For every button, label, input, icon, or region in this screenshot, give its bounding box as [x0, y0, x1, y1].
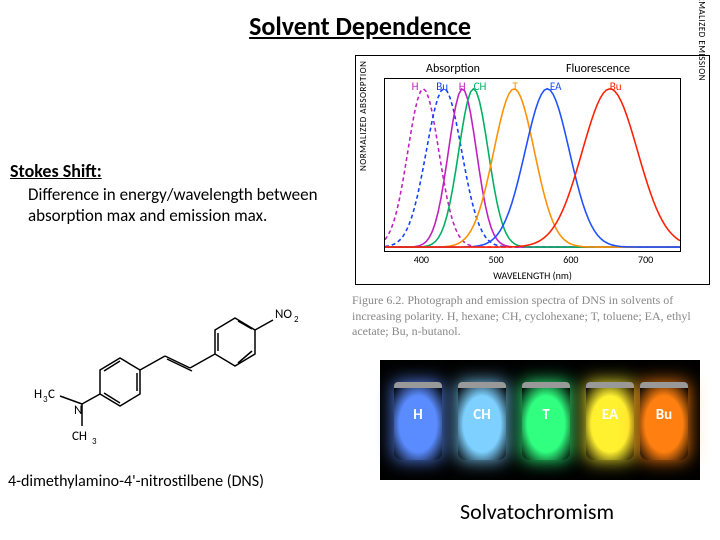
vial-label: T	[522, 406, 570, 424]
y-axis-right-label: NORMALIZED EMISSION	[696, 0, 707, 81]
atom-ch3: CH	[72, 429, 87, 444]
xtick: 600	[556, 253, 586, 266]
spectrum-curve-h-em	[385, 89, 680, 247]
curve-label: T	[513, 80, 518, 93]
figure-caption: Figure 6.2. Photograph and emission spec…	[352, 293, 712, 340]
stokes-block: Stokes Shift: Difference in energy/wavel…	[10, 160, 340, 227]
stokes-heading: Stokes Shift:	[10, 160, 340, 182]
y-axis-left-label: NORMALIZED ABSORPTION	[358, 61, 369, 171]
xtick: 500	[481, 253, 511, 266]
plot-area	[384, 78, 681, 252]
atom-no2: NO	[275, 307, 292, 322]
curve-label: Bu	[610, 80, 622, 93]
vials-photo: H CH T EA Bu	[380, 360, 700, 480]
fluorescence-label: Fluorescence	[566, 62, 630, 76]
stokes-body: Difference in energy/wavelength between …	[10, 184, 340, 227]
curve-label: CH	[474, 80, 487, 93]
page-title: Solvent Dependence	[0, 0, 720, 50]
spectrum-curve-bu-em	[385, 89, 680, 247]
structure-caption: 4-dimethylamino-4'-nitrostilbene (DNS)	[8, 472, 264, 491]
xtick: 400	[406, 253, 436, 266]
spectrum-curve-bu-abs	[385, 89, 680, 247]
spectrum-curve-ch-em	[385, 89, 680, 247]
curve-label: H	[459, 80, 466, 93]
xtick: 700	[631, 253, 661, 266]
vial-label: EA	[586, 406, 634, 424]
vial-label: H	[394, 406, 442, 424]
svg-text:2: 2	[294, 314, 299, 325]
x-axis-label: WAVELENGTH (nm)	[356, 269, 709, 282]
atom-h3c: H	[34, 387, 42, 402]
spectrum-curve-h-abs	[385, 89, 680, 247]
svg-text:3: 3	[92, 436, 97, 447]
spectrum-chart: NORMALIZED ABSORPTION NORMALIZED EMISSIO…	[355, 55, 710, 285]
chemical-structure: NO 2 N H 3 C CH 3	[30, 300, 310, 460]
atom-n: N	[74, 403, 82, 418]
absorption-label: Absorption	[426, 62, 480, 76]
solvatochromism-label: Solvatochromism	[460, 498, 614, 525]
vial-label: CH	[458, 406, 506, 424]
spectrum-curve-t-em	[385, 89, 680, 247]
curve-label: Bu	[436, 80, 448, 93]
curve-label: H	[412, 80, 419, 93]
svg-text:C: C	[48, 387, 55, 402]
spectrum-curve-ea-em	[385, 89, 680, 247]
vial-label: Bu	[640, 406, 688, 424]
curve-label: EA	[550, 80, 562, 93]
